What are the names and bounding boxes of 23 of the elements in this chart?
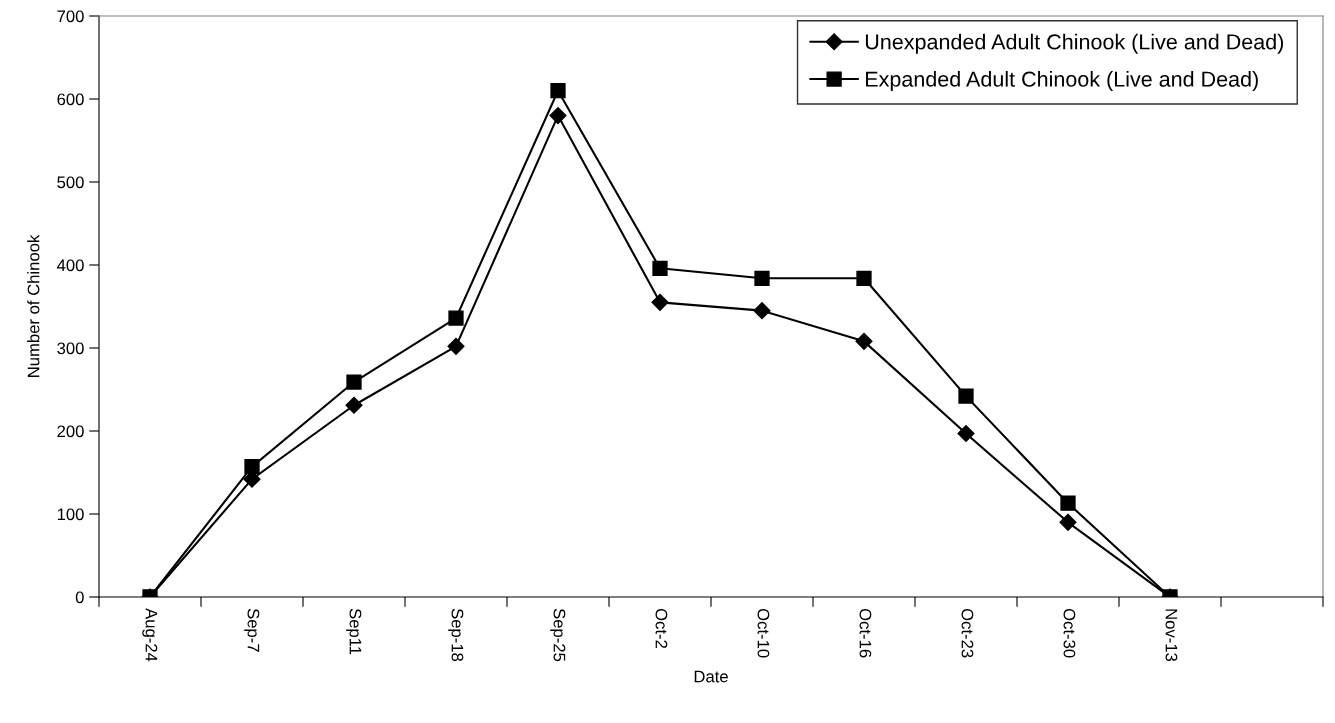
y-tick-label: 700: [57, 10, 84, 23]
x-axis-title: Date: [694, 670, 728, 683]
x-tick-label: Sep-7: [244, 608, 260, 652]
y-tick-label: 300: [57, 342, 84, 355]
y-tick-label: 100: [57, 508, 84, 521]
legend-label: Expanded Adult Chinook (Live and Dead): [866, 70, 1258, 92]
x-tick-label: Sep-25: [550, 608, 566, 662]
y-tick-label: 500: [57, 176, 84, 189]
y-tick-label: 200: [57, 425, 84, 438]
y-tick-label: 600: [57, 93, 84, 106]
x-tick-label: Aug-24: [142, 608, 158, 662]
x-tick-label: Sep-18: [448, 608, 464, 662]
legend-label: Unexpanded Adult Chinook (Live and Dead): [865, 33, 1284, 54]
y-axis-title: Number of Chinook: [27, 234, 40, 377]
x-tick-label: Nov-13: [1165, 609, 1178, 662]
x-tick-label: Oct-16: [859, 608, 872, 658]
x-tick-label: Oct-2: [655, 608, 668, 649]
x-tick-label: Oct-10: [757, 608, 770, 658]
y-tick-label: 0: [75, 591, 84, 604]
x-tick-label: Oct-23: [961, 608, 974, 658]
x-tick-label: Sep11: [346, 608, 362, 655]
x-tick-label: Oct-30: [1063, 608, 1076, 658]
y-tick-label: 400: [56, 259, 84, 272]
